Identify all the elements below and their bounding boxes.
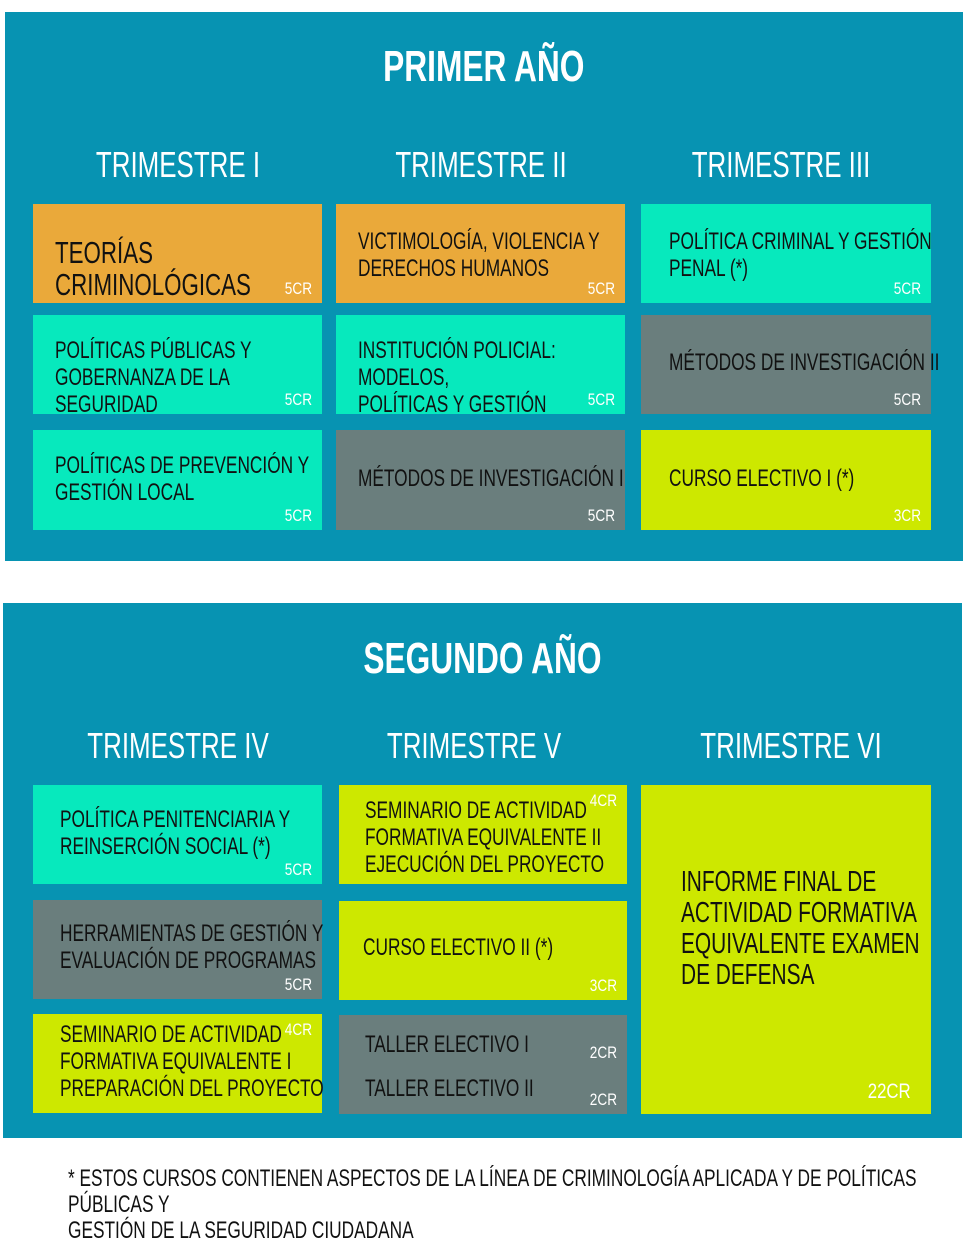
course-name: POLÍTICAS DE PREVENCIÓN Y GESTIÓN LOCAL xyxy=(55,452,310,506)
course-credits: 3CR xyxy=(589,976,617,995)
course-name: MÉTODOS DE INVESTIGACIÓN II xyxy=(669,349,940,376)
course-card: POLÍTICA PENITENCIARIA Y REINSERCIÓN SOC… xyxy=(33,785,322,884)
course-card: POLÍTICAS PÚBLICAS Y GOBERNANZA DE LA SE… xyxy=(33,315,322,418)
course-credits: 5CR xyxy=(284,975,312,994)
trimester-label: TRIMESTRE VI xyxy=(700,725,882,766)
year-title-text: SEGUNDO AÑO xyxy=(363,634,602,683)
course-credits: 2CR xyxy=(589,1090,617,1109)
course-credits: 3CR xyxy=(893,506,921,525)
course-name: INFORME FINAL DE ACTIVIDAD FORMATIVA EQU… xyxy=(681,866,920,991)
course-card: CURSO ELECTIVO II (*) 3CR xyxy=(339,901,627,1000)
course-name: HERRAMIENTAS DE GESTIÓN Y EVALUACIÓN DE … xyxy=(60,920,324,974)
year-title: SEGUNDO AÑO xyxy=(3,634,962,684)
course-credits: 2CR xyxy=(589,1043,617,1062)
trimester-label: TRIMESTRE II xyxy=(395,144,567,185)
course-name: POLÍTICA CRIMINAL Y GESTIÓN PENAL (*) xyxy=(669,228,932,282)
footnote: * ESTOS CURSOS CONTIENEN ASPECTOS DE LA … xyxy=(68,1165,917,1244)
course-card: TALLER ELECTIVO I 2CR TALLER ELECTIVO II… xyxy=(339,1015,627,1114)
course-card: INSTITUCIÓN POLICIAL: MODELOS, POLÍTICAS… xyxy=(336,315,625,418)
course-card: POLÍTICAS DE PREVENCIÓN Y GESTIÓN LOCAL … xyxy=(33,430,322,530)
year-2-panel: SEGUNDO AÑO TRIMESTRE IV TRIMESTRE V TRI… xyxy=(3,603,962,1138)
course-credits: 5CR xyxy=(893,390,921,409)
course-credits: 5CR xyxy=(587,390,615,409)
course-name: TALLER ELECTIVO II xyxy=(365,1075,534,1102)
course-name: POLÍTICAS PÚBLICAS Y GOBERNANZA DE LA SE… xyxy=(55,337,252,418)
course-name: CURSO ELECTIVO II (*) xyxy=(363,934,554,961)
trimester-header: TRIMESTRE V xyxy=(329,725,619,767)
course-credits: 4CR xyxy=(589,791,617,810)
trimester-header: TRIMESTRE VI xyxy=(646,725,936,767)
course-name: SEMINARIO DE ACTIVIDAD FORMATIVA EQUIVAL… xyxy=(60,1021,324,1102)
course-card: MÉTODOS DE INVESTIGACIÓN II 5CR xyxy=(641,315,939,414)
course-credits: 5CR xyxy=(587,279,615,298)
course-credits: 5CR xyxy=(284,390,312,409)
course-credits: 5CR xyxy=(587,506,615,525)
course-card: VICTIMOLOGÍA, VIOLENCIA Y DERECHOS HUMAN… xyxy=(336,204,625,303)
course-name: TALLER ELECTIVO I xyxy=(365,1031,529,1058)
course-name: VICTIMOLOGÍA, VIOLENCIA Y DERECHOS HUMAN… xyxy=(358,228,600,282)
course-name: TEORÍAS CRIMINOLÓGICAS xyxy=(55,235,251,302)
course-name: CURSO ELECTIVO I (*) xyxy=(669,465,855,492)
course-card: SEMINARIO DE ACTIVIDAD FORMATIVA EQUIVAL… xyxy=(339,785,627,884)
course-card: CURSO ELECTIVO I (*) 3CR xyxy=(641,430,931,530)
trimester-label: TRIMESTRE I xyxy=(95,144,261,185)
trimester-label: TRIMESTRE IV xyxy=(87,725,269,766)
course-card: HERRAMIENTAS DE GESTIÓN Y EVALUACIÓN DE … xyxy=(33,900,323,999)
course-name: MÉTODOS DE INVESTIGACIÓN I xyxy=(358,465,624,492)
year-title: PRIMER AÑO xyxy=(5,42,963,92)
trimester-label: TRIMESTRE III xyxy=(691,144,871,185)
year-title-text: PRIMER AÑO xyxy=(383,42,585,91)
course-card: POLÍTICA CRIMINAL Y GESTIÓN PENAL (*) 5C… xyxy=(641,204,932,303)
course-card: SEMINARIO DE ACTIVIDAD FORMATIVA EQUIVAL… xyxy=(33,1014,324,1113)
trimester-label: TRIMESTRE V xyxy=(386,725,562,766)
course-credits: 5CR xyxy=(284,860,312,879)
course-card: MÉTODOS DE INVESTIGACIÓN I 5CR xyxy=(336,430,625,530)
course-credits: 5CR xyxy=(284,279,312,298)
course-credits: 5CR xyxy=(284,506,312,525)
course-credits: 5CR xyxy=(893,279,921,298)
course-name: POLÍTICA PENITENCIARIA Y REINSERCIÓN SOC… xyxy=(60,806,291,860)
trimester-header: TRIMESTRE III xyxy=(636,144,926,186)
year-1-panel: PRIMER AÑO TRIMESTRE I TRIMESTRE II TRIM… xyxy=(5,12,963,561)
trimester-header: TRIMESTRE IV xyxy=(33,725,323,767)
course-card: INFORME FINAL DE ACTIVIDAD FORMATIVA EQU… xyxy=(641,785,931,1114)
course-credits: 4CR xyxy=(284,1020,312,1039)
course-card: TEORÍAS CRIMINOLÓGICAS 5CR xyxy=(33,204,322,303)
course-name: INSTITUCIÓN POLICIAL: MODELOS, POLÍTICAS… xyxy=(358,337,556,418)
course-credits: 22CR xyxy=(868,1080,911,1103)
trimester-header: TRIMESTRE II xyxy=(336,144,626,186)
trimester-header: TRIMESTRE I xyxy=(33,144,323,186)
course-name: SEMINARIO DE ACTIVIDAD FORMATIVA EQUIVAL… xyxy=(365,797,605,878)
